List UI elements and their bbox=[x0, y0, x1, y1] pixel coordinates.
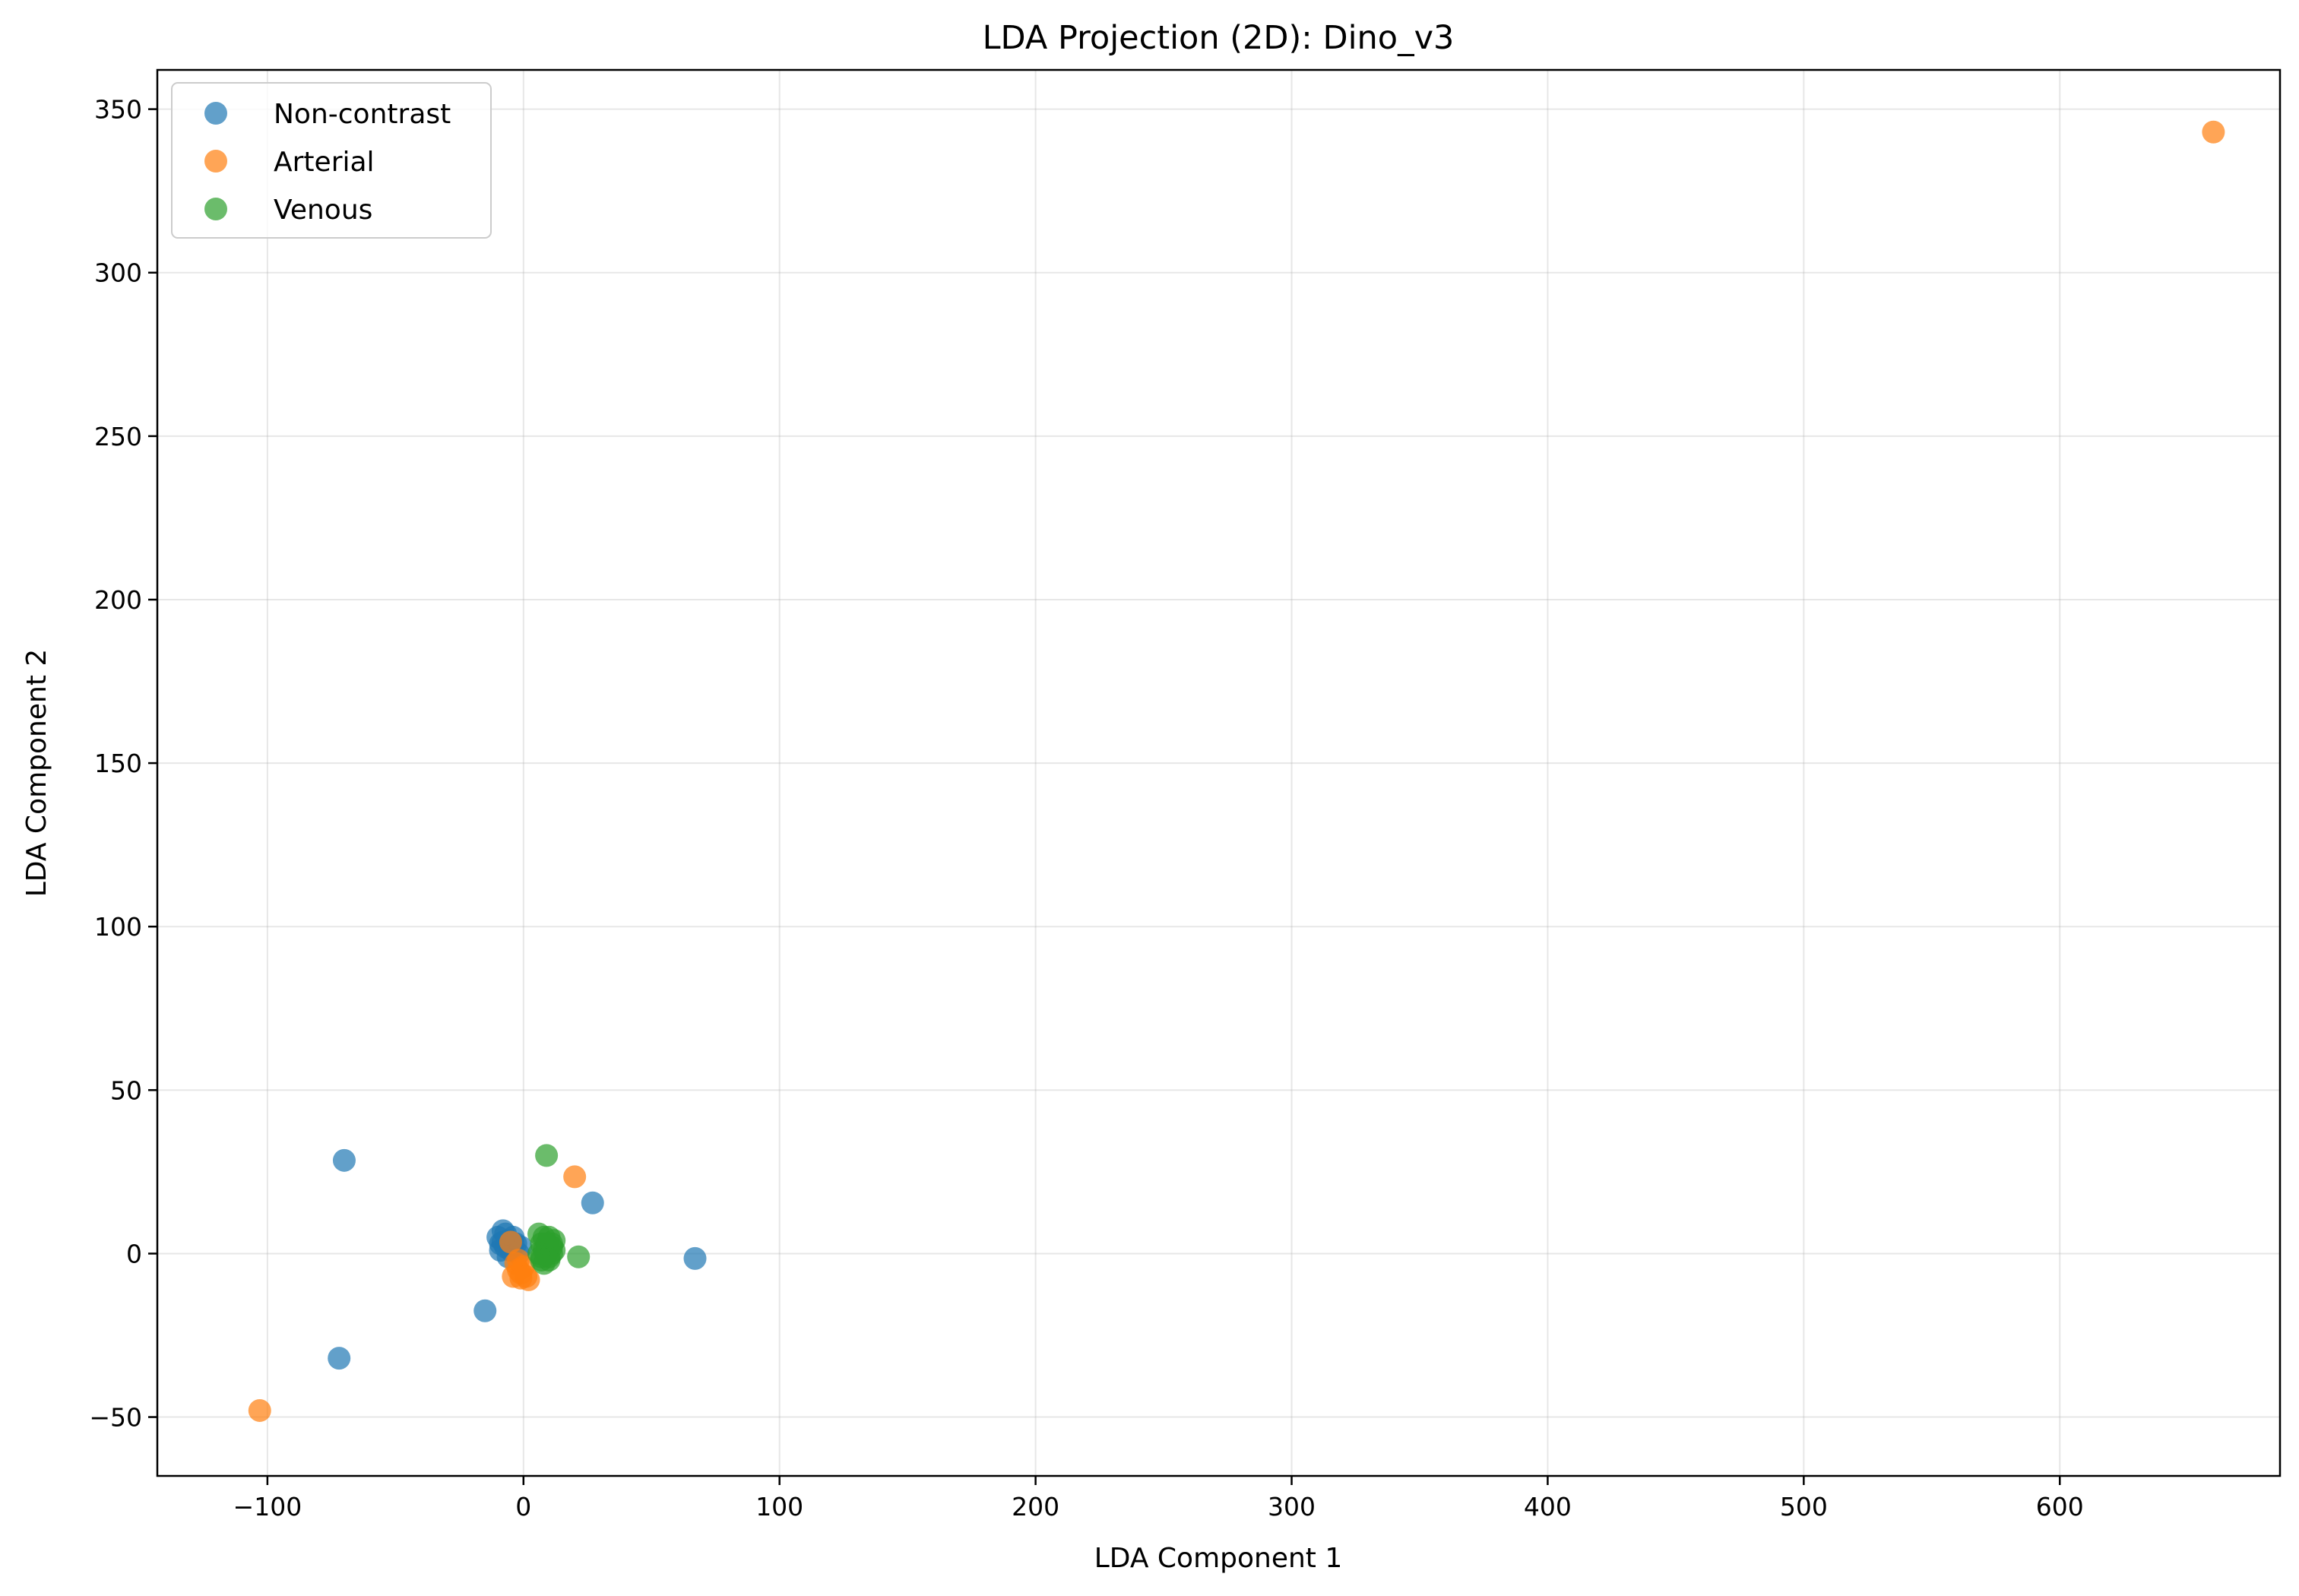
point-arterial bbox=[499, 1230, 522, 1254]
y-tick-label: 300 bbox=[94, 258, 142, 288]
x-tick-label: 400 bbox=[1524, 1492, 1572, 1522]
y-tick-label: 0 bbox=[126, 1239, 142, 1268]
point-non-contrast bbox=[328, 1347, 351, 1370]
x-tick-label: 300 bbox=[1268, 1492, 1316, 1522]
point-venous bbox=[567, 1245, 591, 1268]
y-tick-label: 50 bbox=[110, 1075, 142, 1105]
legend-marker-non-contrast bbox=[204, 102, 227, 125]
y-tick-label: 200 bbox=[94, 585, 142, 615]
axis-ticks: −100 0 100 200 300 400 500 600 −50 0 50 100 150 200 25… bbox=[89, 95, 2083, 1522]
y-axis-label: LDA Component 2 bbox=[21, 649, 52, 898]
legend-marker-arterial bbox=[204, 150, 227, 173]
legend-label-arterial: Arterial bbox=[274, 147, 375, 178]
chart-title: LDA Projection (2D): Dino_v3 bbox=[983, 19, 1455, 57]
legend-box bbox=[171, 82, 492, 239]
x-tick-label: 200 bbox=[1012, 1492, 1059, 1522]
grid-lines bbox=[157, 70, 2280, 1476]
x-axis-label: LDA Component 1 bbox=[1094, 1543, 1343, 1574]
point-arterial bbox=[248, 1398, 271, 1422]
plot-frame bbox=[156, 68, 2282, 1477]
point-venous bbox=[530, 1245, 553, 1268]
legend-label-venous: Venous bbox=[274, 195, 372, 226]
x-tick-label: 500 bbox=[1780, 1492, 1828, 1522]
point-venous bbox=[535, 1144, 559, 1167]
y-tick-label: −50 bbox=[89, 1403, 142, 1433]
x-tick-label: 0 bbox=[515, 1492, 531, 1522]
y-tick-label: 150 bbox=[94, 749, 142, 778]
x-tick-label: 600 bbox=[2036, 1492, 2084, 1522]
data-points bbox=[248, 120, 2225, 1422]
point-arterial bbox=[509, 1266, 533, 1290]
legend-label-non-contrast: Non-contrast bbox=[274, 99, 451, 130]
point-non-contrast bbox=[683, 1246, 707, 1270]
point-arterial bbox=[2202, 120, 2225, 144]
y-tick-label: 250 bbox=[94, 422, 142, 451]
y-tick-label: 350 bbox=[94, 95, 142, 125]
point-non-contrast bbox=[473, 1299, 497, 1322]
legend: Non-contrast Arterial Venous bbox=[171, 82, 492, 239]
point-arterial bbox=[563, 1165, 587, 1189]
x-tick-label: −100 bbox=[233, 1492, 302, 1522]
x-tick-label: 100 bbox=[755, 1492, 803, 1522]
point-non-contrast bbox=[581, 1191, 604, 1214]
legend-marker-venous bbox=[204, 198, 227, 220]
y-tick-label: 100 bbox=[94, 912, 142, 942]
point-non-contrast bbox=[332, 1148, 356, 1172]
